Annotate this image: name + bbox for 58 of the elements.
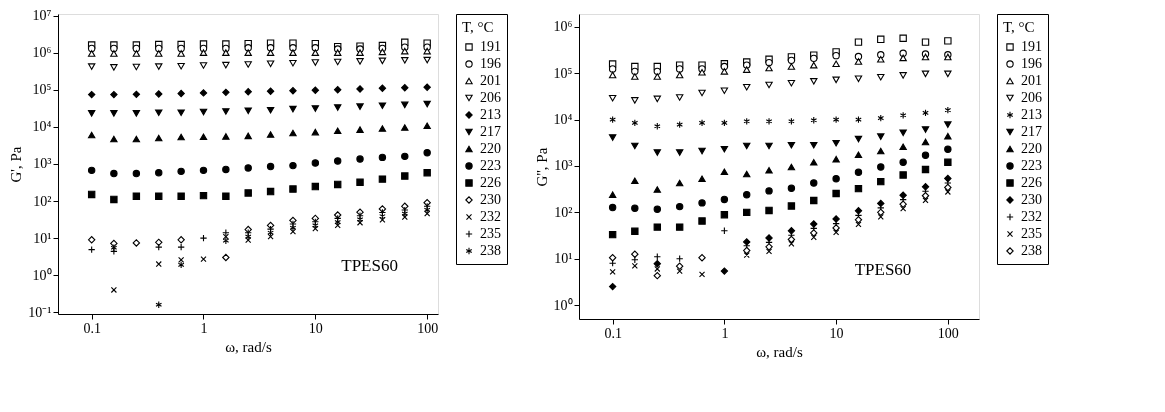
legend-title: T, °C [462,19,494,35]
x-tick-label: 100 [937,325,959,341]
y-tick-label: 10⁵ [32,82,52,98]
y-tick-label: 10² [33,193,52,209]
y-tick-label: 10⁴ [553,112,573,128]
legend-label: 238 [480,243,501,258]
legend-label: 191 [480,39,501,54]
x-tick-label: 0.1 [83,320,101,336]
legend-label: 226 [480,175,501,190]
annotation: TPES60 [341,256,398,275]
legend-label: 235 [1021,226,1042,241]
legend-label: 220 [1021,141,1042,156]
x-tick-label: 100 [417,320,439,336]
legend-label: 206 [480,90,501,105]
y-tick-label: 10⁻¹ [28,304,52,320]
y-tick-label: 10⁰ [32,267,52,283]
y-tick-label: 10⁷ [32,8,52,24]
annotation: TPES60 [854,260,912,280]
legend-label: 235 [480,226,501,241]
y-axis-title: G', Pa [8,146,25,183]
legend-label: 238 [1021,243,1042,258]
y-tick-label: 10⁵ [553,65,573,81]
y-tick-label: 10⁶ [32,45,52,61]
legend-label: 232 [480,209,501,224]
legend-label: 213 [480,107,501,122]
x-tick-label: 10 [829,325,844,341]
y-tick-label: 10² [554,204,573,220]
y-tick-label: 10³ [554,158,573,174]
legend-label: 230 [1021,192,1042,207]
x-tick-label: 10 [308,320,323,336]
x-tick-label: 1 [721,325,729,341]
legend-label: 226 [1021,175,1042,190]
legend-label: 206 [1021,90,1042,105]
y-tick-label: 10⁰ [553,297,573,313]
y-tick-label: 10¹ [554,251,573,267]
legend-label: 217 [1021,124,1042,139]
legend-label: 223 [480,158,501,173]
legend-label: 230 [480,192,501,207]
legend-label: 217 [480,124,501,139]
x-axis-title: ω, rad/s [756,343,803,360]
legend-label: 196 [1021,56,1042,71]
legend-label: 220 [480,141,501,156]
x-axis-title: ω, rad/s [225,338,272,355]
x-tick-label: 1 [200,320,208,336]
legend-label: 213 [1021,107,1042,122]
legend-label: 201 [1021,73,1042,88]
y-axis-title: G'', Pa [533,147,550,187]
legend-label: 232 [1021,209,1042,224]
legend-label: 196 [480,56,501,71]
legend-label: 223 [1021,158,1042,173]
legend-label: 191 [1021,39,1042,54]
legend-label: 201 [480,73,501,88]
y-tick-label: 10³ [33,156,52,172]
y-tick-label: 10⁶ [553,19,573,35]
legend-title: T, °C [1003,19,1035,35]
y-tick-label: 10¹ [33,230,52,246]
y-tick-label: 10⁴ [32,119,52,135]
x-tick-label: 0.1 [604,325,622,341]
